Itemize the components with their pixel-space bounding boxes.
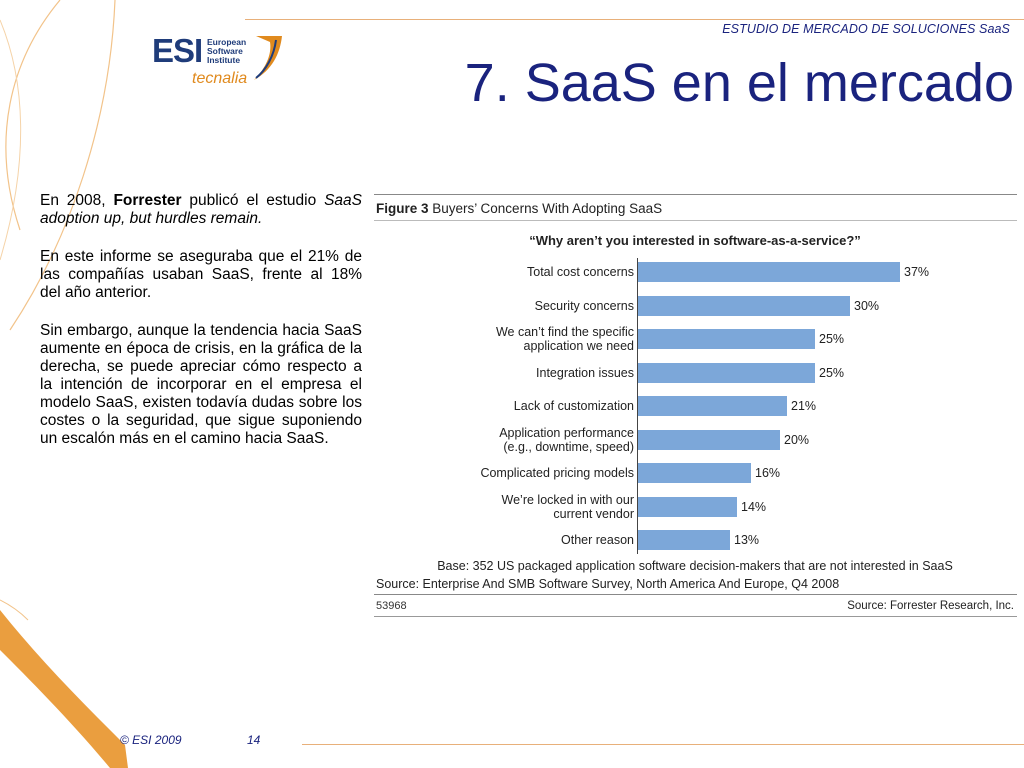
bar-label-line: Complicated pricing models — [480, 466, 634, 480]
p1-bold: Forrester — [113, 192, 182, 209]
figure-caption: Buyers’ Concerns With Adopting SaaS — [432, 201, 663, 216]
bar-label-line: Lack of customization — [513, 399, 634, 413]
bar — [638, 329, 815, 349]
figure-credit: Source: Forrester Research, Inc. — [847, 600, 1014, 612]
bar-label-line: application we need — [523, 339, 635, 353]
logo-subtitle-line1: European — [207, 37, 247, 47]
figure-label: Figure 3 — [376, 201, 429, 216]
logo-partner: tecnalia — [192, 70, 248, 87]
p1-mid: publicó el estudio — [189, 192, 317, 209]
bar-label: We can’t find the specific application we… — [496, 325, 634, 353]
footer-copyright: © ESI 2009 — [120, 733, 182, 747]
bar-label: Other reason — [561, 533, 634, 547]
bar-label: Lack of customization — [514, 399, 634, 413]
logo-subtitle: European Software Institute — [207, 38, 257, 65]
bar-label-line: We’re locked in with our — [501, 492, 634, 507]
running-title: ESTUDIO DE MERCADO DE SOLUCIONES SaaS — [722, 22, 1010, 36]
bar-value-label: 30% — [854, 298, 880, 313]
paragraph-2: En este informe se aseguraba que el 21% … — [40, 248, 362, 301]
logo-subtitle-line3: Institute — [207, 55, 241, 65]
p1-prefix: En 2008, — [40, 192, 106, 209]
page-number: 14 — [247, 733, 261, 747]
bar-label: Security concerns — [535, 299, 634, 313]
logo-esi-text: ESI — [152, 32, 203, 69]
bar — [638, 496, 737, 517]
paragraph-3: Sin embargo, aunque la tendencia hacia S… — [40, 322, 362, 447]
bar — [638, 362, 815, 383]
bar-value-label: 20% — [784, 432, 810, 447]
bar — [638, 463, 751, 483]
chart-question: “Why aren’t you interested in software-a… — [529, 233, 861, 248]
bar — [638, 530, 730, 550]
bar-label-line: Security concerns — [534, 298, 634, 313]
bar-label-line: Other reason — [561, 533, 634, 547]
forrester-figure: Figure 3 Buyers’ Concerns With Adopting … — [372, 190, 1018, 620]
paragraph-1: En 2008, Forrester publicó el estudio Sa… — [40, 192, 362, 228]
bar-value-label: 21% — [791, 399, 817, 413]
bar-label-line: (e.g., downtime, speed) — [503, 439, 634, 454]
figure-bottom-rule — [374, 594, 1017, 595]
bar-value-label: 13% — [734, 533, 760, 547]
figure-title: Figure 3 Buyers’ Concerns With Adopting … — [376, 201, 662, 216]
bar-label: Total cost concerns — [527, 265, 634, 279]
slide-title: 7. SaaS en el mercado — [464, 53, 1014, 113]
bar-value-label: 16% — [755, 466, 781, 480]
header-rule — [245, 19, 1024, 20]
bar-value-label: 37% — [904, 265, 930, 279]
bar-label: We’re locked in with our current vendor — [502, 493, 634, 521]
bar-label: Complicated pricing models — [480, 466, 634, 480]
logo-swoosh-icon — [254, 36, 282, 80]
bar — [638, 429, 780, 450]
footer-rule — [302, 744, 1024, 745]
bar-label-line: Total cost concerns — [527, 265, 634, 279]
bar-label-line: current vendor — [553, 506, 634, 521]
bar-label: Application performance (e.g., downtime, … — [499, 426, 634, 454]
bar-label-line: Application performance — [499, 425, 634, 440]
bar-value-label: 14% — [741, 499, 767, 514]
bar-label-line: We can’t find the specific — [495, 325, 634, 339]
bar-value-label: 25% — [819, 365, 845, 380]
body-text: En 2008, Forrester publicó el estudio Sa… — [40, 192, 362, 468]
bar-label-line: Integration issues — [536, 365, 634, 380]
figure-source: Source: Enterprise And SMB Software Surv… — [376, 577, 840, 591]
bar — [638, 295, 850, 316]
logo-subtitle-line2: Software — [207, 46, 243, 56]
figure-top-rule — [374, 194, 1017, 195]
figure-end-rule — [374, 616, 1017, 617]
bar-value-label: 25% — [819, 332, 845, 346]
esi-logo: ESI European Software Institute tecnalia — [152, 32, 287, 88]
bar-label: Integration issues — [536, 366, 634, 380]
figure-number: 53968 — [376, 600, 407, 612]
chart-axis — [637, 258, 638, 554]
figure-title-rule — [374, 220, 1017, 221]
bar — [638, 396, 787, 416]
figure-base: Base: 352 US packaged application softwa… — [437, 559, 953, 573]
p1-study-title: SaaS adoption up, but hurdles remain. — [40, 192, 363, 227]
bar — [638, 262, 900, 282]
